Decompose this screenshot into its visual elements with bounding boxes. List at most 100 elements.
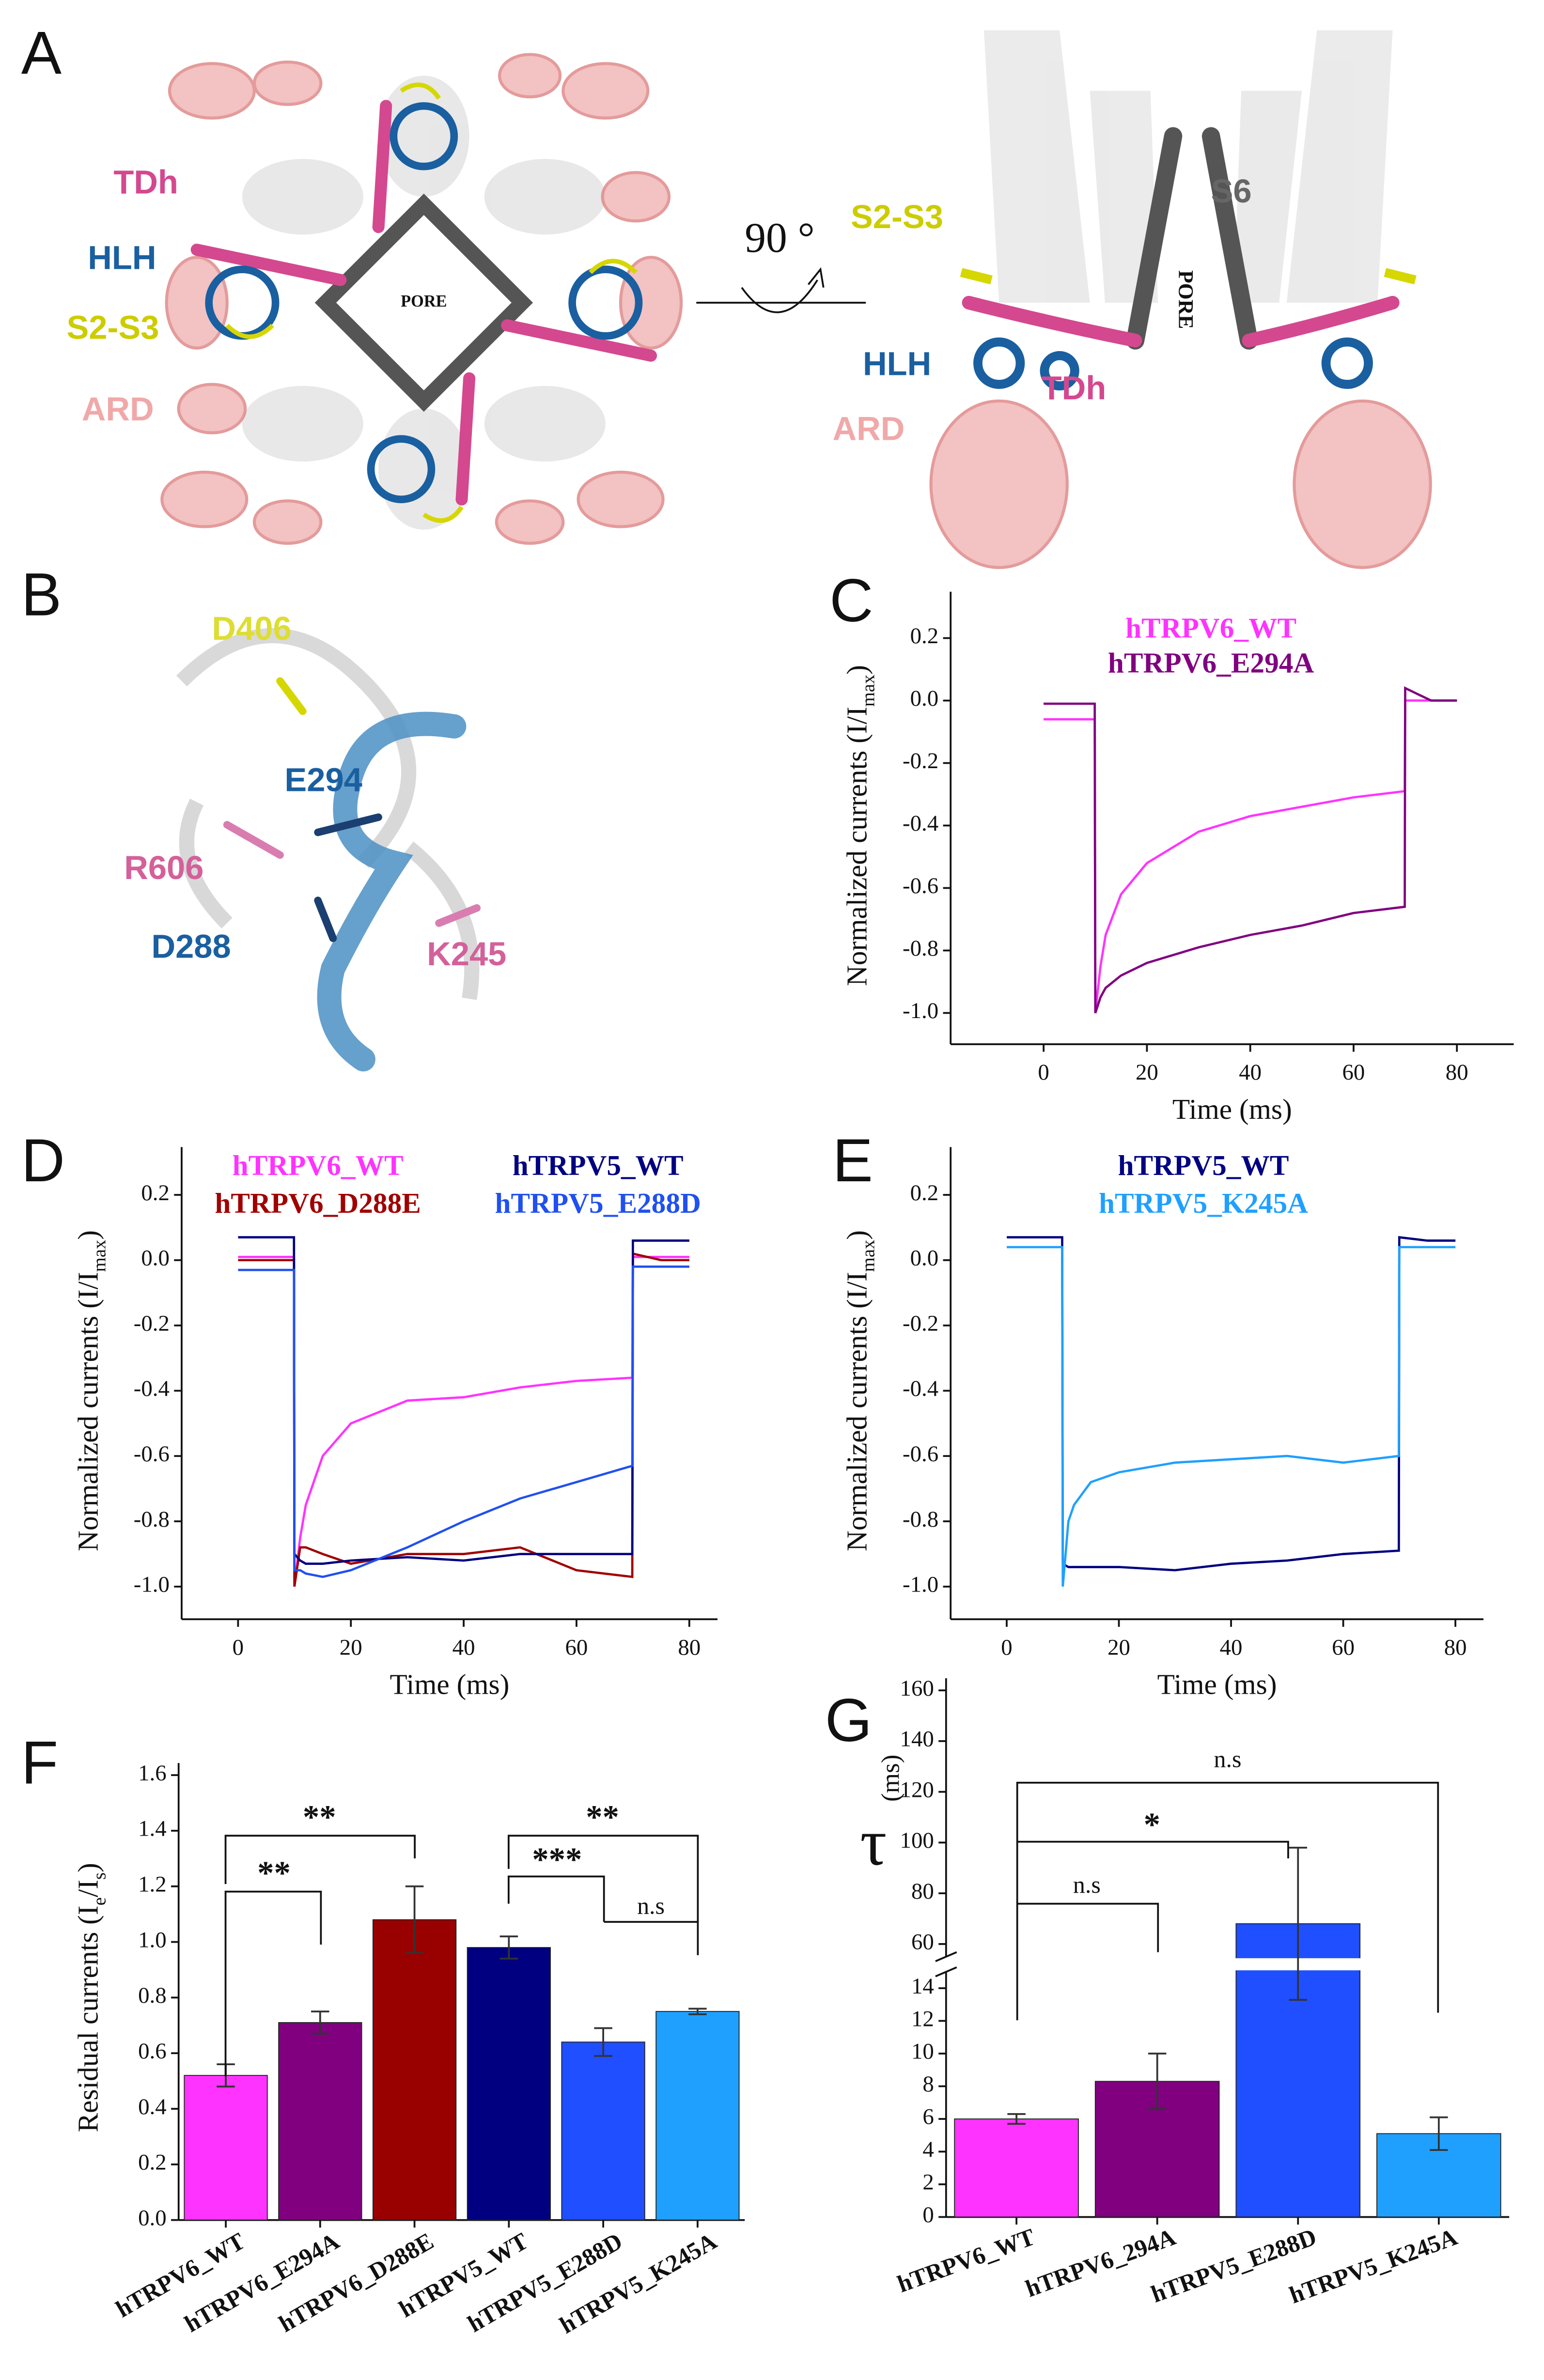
y-axis-label-part: ) (841, 665, 873, 675)
structure-labels: A B TDh HLH S2-S3 ARD PORE S2-S3 S6 PORE… (21, 19, 1252, 973)
legend-entry: hTRPV5_E288D (495, 1187, 701, 1219)
y-axis-label-part: Residual currents (I (72, 1905, 104, 2132)
panel-label: F (21, 1729, 58, 1796)
error-bar (1148, 2053, 1167, 2110)
y-axis-label: (ms) (877, 1755, 905, 1802)
y-axis-label-part: s (89, 1872, 109, 1880)
x-tick-label: 20 (340, 1635, 362, 1660)
y-tick-label: -0.6 (903, 873, 938, 898)
y-tick-label: 0.0 (141, 1246, 170, 1271)
y-tick-label: 100 (900, 1828, 934, 1853)
residue-label: D406 (212, 610, 291, 647)
bar (561, 2041, 645, 2221)
trace (238, 1265, 689, 1578)
y-axis-label-part: max (89, 1240, 109, 1272)
error-bar (1289, 1846, 1308, 2001)
y-tick-label: -0.8 (134, 1507, 170, 1532)
significance-bracket (507, 1875, 605, 1922)
rotation-arrow (696, 267, 866, 313)
error-bar (311, 2010, 329, 2035)
structure-label: ARD (832, 410, 905, 448)
y-tick-label: 1.6 (138, 1761, 167, 1786)
y-tick-label: 120 (900, 1777, 934, 1802)
significance-bracket (1017, 1902, 1159, 1952)
y-axis-label-part: /I (72, 1880, 104, 1897)
y-tick-label: 12 (911, 2006, 934, 2031)
significance-bracket (224, 1890, 322, 2076)
y-tick-label: 6 (922, 2104, 934, 2130)
bar (372, 1919, 457, 2221)
y-axis-label: Residual currents (Ie/Is) (72, 1863, 109, 2132)
significance-label: ** (303, 1799, 336, 1836)
legend-entry: hTRPV6_D288E (215, 1187, 421, 1219)
significance-bracket (507, 1835, 699, 1922)
structure-label: HLH (863, 345, 931, 382)
structure-side-view (929, 30, 1432, 569)
y-axis-label-part: max (858, 1240, 879, 1272)
x-tick-label: 0 (1038, 1060, 1049, 1085)
significance-label: * (1144, 1806, 1160, 1843)
structure-label: TDh (113, 163, 178, 201)
y-tick-label: 140 (900, 1727, 934, 1752)
y-tick-label: 1.2 (138, 1871, 167, 1897)
error-bar (405, 1885, 424, 1954)
x-tick-label: 60 (1332, 1635, 1355, 1660)
significance-label: ** (257, 1855, 291, 1891)
x-tick-label: 80 (1446, 1060, 1468, 1085)
x-axis-label: Time (ms) (1172, 1093, 1292, 1125)
y-tick-label: 1.0 (138, 1927, 167, 1952)
bar (655, 2011, 740, 2221)
error-bar (1007, 2113, 1026, 2125)
residue-structure (176, 628, 481, 1072)
y-tick-label: 160 (900, 1676, 934, 1701)
structure-label: PORE (401, 292, 447, 310)
panel-label: G (825, 1687, 872, 1754)
y-tick-label: -0.6 (134, 1441, 170, 1467)
y-tick-label: 14 (911, 1974, 934, 1999)
y-axis-label: τ (860, 1805, 887, 1879)
y-axis-label-part: max (858, 675, 879, 707)
legend-entry: hTRPV5_K245A (1099, 1187, 1308, 1219)
significance-label: n.s (1073, 1871, 1101, 1898)
legend-entry: hTRPV6_E294A (1108, 647, 1314, 679)
panel-label: E (832, 1127, 873, 1194)
panel-label: A (21, 19, 62, 87)
rotation-label: 90 ° (745, 214, 814, 261)
y-tick-label: -0.8 (903, 936, 938, 961)
y-tick-label: 0.2 (910, 1180, 939, 1205)
y-tick-label: 0.4 (138, 2094, 167, 2119)
y-tick-label: -1.0 (903, 1572, 938, 1597)
x-tick-label: 80 (1444, 1635, 1467, 1660)
x-tick-label: 40 (1220, 1635, 1243, 1660)
structure-label: TDh (1042, 369, 1107, 406)
x-tick-label: 0 (233, 1635, 244, 1660)
y-tick-label: -1.0 (903, 998, 938, 1023)
x-axis-label: Time (ms) (390, 1668, 510, 1700)
x-axis-label: Time (ms) (1157, 1668, 1277, 1700)
x-tick-label: 40 (452, 1635, 475, 1660)
significance-bracket (224, 1835, 416, 1885)
y-tick-label: -0.2 (134, 1311, 170, 1336)
legend-entry: hTRPV6_WT (1125, 612, 1296, 644)
x-tick-label: 20 (1107, 1635, 1130, 1660)
significance-label: *** (532, 1841, 582, 1878)
y-tick-label: -0.4 (903, 811, 938, 836)
residue-label: D288 (151, 927, 231, 965)
panel-label: D (21, 1127, 65, 1194)
structure-label: S2-S3 (851, 198, 943, 235)
y-axis-label: Normalized currents (I/Imax) (841, 1230, 878, 1551)
y-tick-label: 0 (922, 2202, 934, 2227)
trace (1007, 1246, 1456, 1587)
y-tick-label: 2 (922, 2170, 934, 2195)
y-tick-label: 0.2 (910, 623, 939, 649)
y-tick-label: -0.2 (903, 1311, 938, 1336)
y-tick-label: -0.8 (903, 1507, 938, 1532)
structure-label: ARD (82, 390, 154, 428)
residue-label: R606 (124, 849, 203, 886)
y-tick-label: 0.2 (141, 1180, 170, 1205)
y-tick-label: 0.0 (910, 1246, 939, 1271)
y-tick-label: 4 (922, 2137, 934, 2162)
legend-entry: hTRPV5_WT (513, 1149, 684, 1181)
y-axis-label-part: e (89, 1897, 109, 1905)
